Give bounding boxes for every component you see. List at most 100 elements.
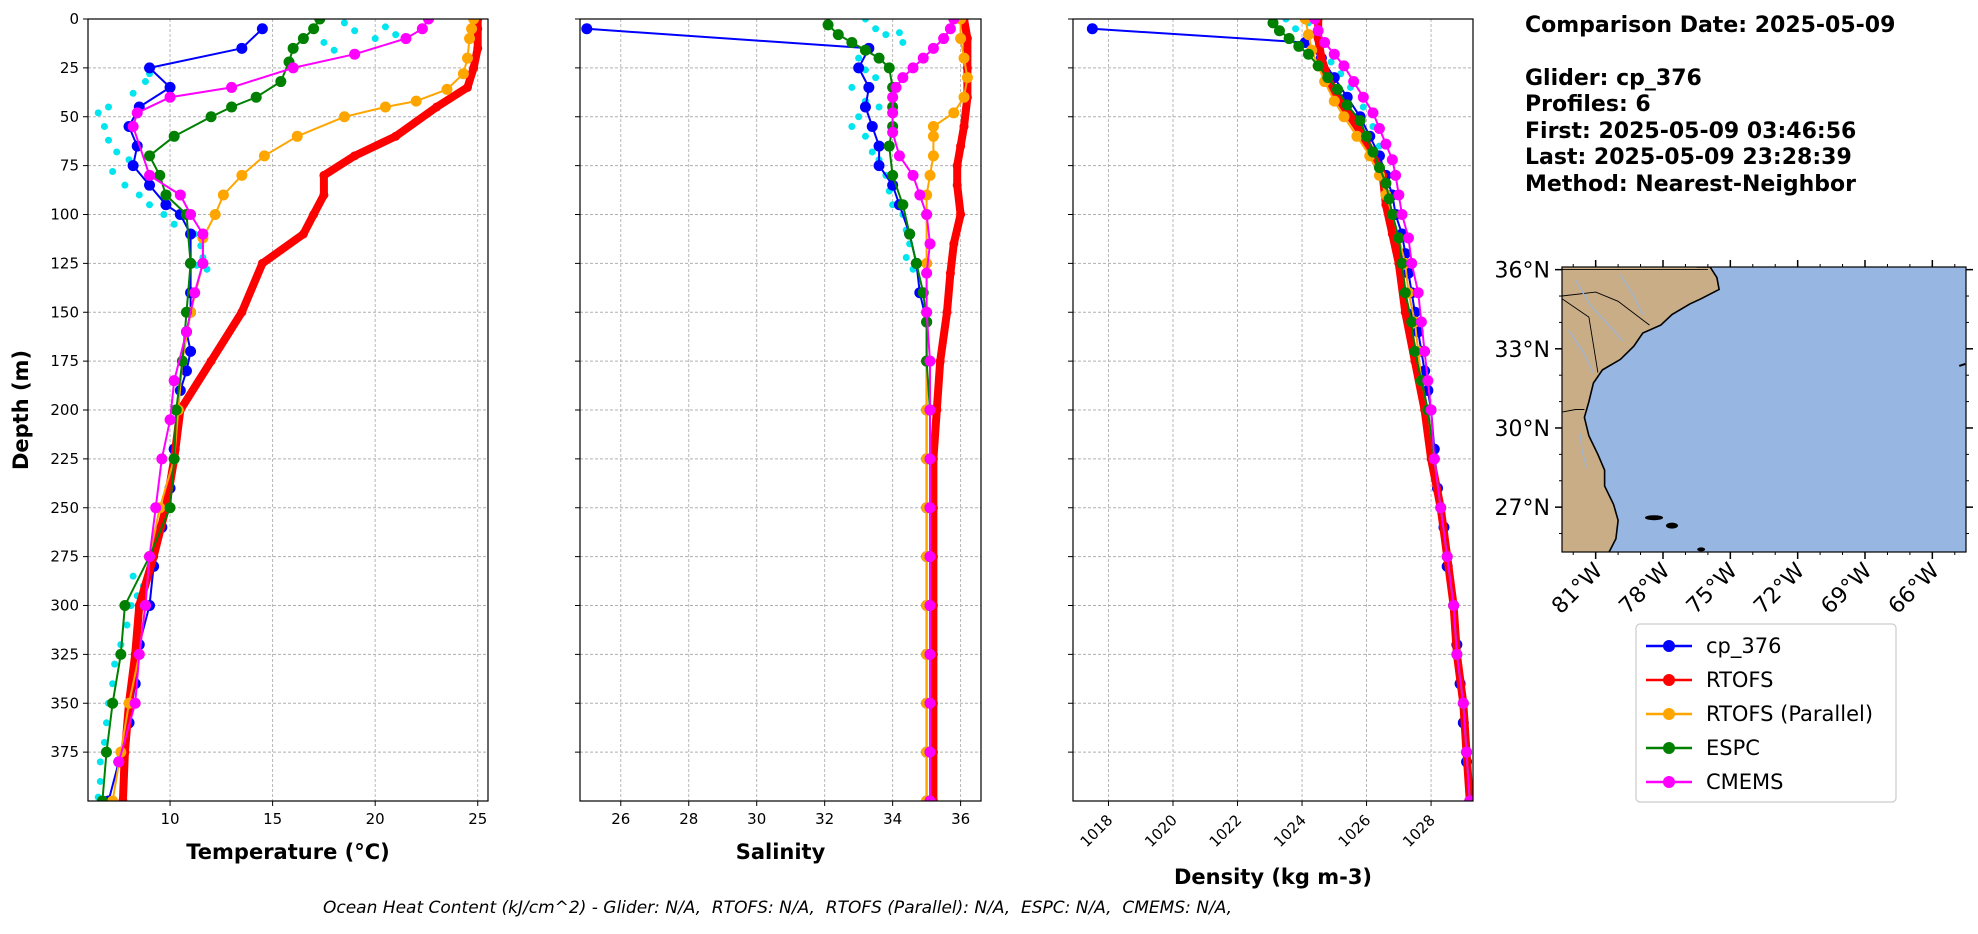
point [1406, 316, 1418, 328]
series-espc [822, 19, 936, 801]
raw-point [899, 38, 907, 46]
point [236, 169, 248, 181]
legend-entry: CMEMS [1646, 770, 1784, 794]
point [423, 19, 435, 25]
point [1390, 169, 1402, 181]
point [1402, 232, 1414, 244]
point [1386, 154, 1398, 166]
y-tick-label: 100 [50, 206, 79, 224]
point [308, 23, 320, 35]
point [297, 33, 309, 45]
point [168, 375, 180, 387]
legend-label: RTOFS [1706, 668, 1773, 692]
point [144, 62, 156, 74]
point [160, 189, 172, 201]
lat-label: 30°N [1495, 417, 1550, 442]
series-line [1092, 27, 1471, 801]
point [133, 648, 145, 660]
land [1562, 267, 1720, 552]
point [1457, 697, 1469, 709]
point [1312, 25, 1324, 37]
point [887, 91, 899, 103]
point [952, 180, 962, 190]
point [349, 48, 361, 60]
point [897, 72, 909, 84]
point [958, 91, 970, 103]
point [237, 307, 247, 317]
x-tick-label: 36 [951, 810, 970, 828]
legend: cp_376 RTOFS RTOFS (Parallel) ESPC CMEMS [1635, 623, 1897, 803]
point [205, 111, 217, 123]
point [1361, 130, 1373, 142]
point [927, 130, 939, 142]
point [873, 140, 885, 152]
point [1415, 316, 1427, 328]
y-tick-label: 325 [50, 645, 79, 663]
island [1697, 547, 1706, 552]
legend-marker [1663, 776, 1675, 788]
glider-name: Glider: cp_376 [1525, 65, 1702, 91]
point [1464, 795, 1473, 801]
x-tick-label: 1024 [1270, 811, 1310, 851]
point [883, 140, 895, 152]
point [209, 209, 221, 220]
island [1664, 558, 1676, 562]
point [924, 453, 936, 465]
point [924, 169, 936, 181]
point [959, 122, 969, 132]
point [927, 121, 939, 133]
y-tick-label: 200 [50, 401, 79, 419]
point [391, 131, 401, 141]
point [1383, 193, 1395, 205]
point [956, 141, 966, 151]
y-tick-label: 250 [50, 499, 79, 517]
raw-point [100, 738, 108, 746]
x-tick-label: 20 [366, 810, 385, 828]
point [1316, 53, 1326, 63]
point [226, 101, 238, 113]
point [1380, 177, 1392, 189]
point [197, 228, 209, 240]
lon-label: 72°W [1749, 558, 1810, 619]
point [924, 746, 936, 758]
point [1380, 138, 1392, 150]
ohc-footer: Ocean Heat Content (kJ/cm^2) - Glider: N… [323, 898, 1233, 918]
point [1367, 146, 1379, 158]
x-tick-label: 1018 [1077, 811, 1117, 851]
point [1267, 19, 1279, 29]
series-group [1086, 19, 1473, 801]
point [1341, 99, 1353, 111]
point [287, 42, 299, 54]
lon-label: 66°W [1884, 558, 1945, 619]
lat-label: 36°N [1495, 259, 1550, 284]
point [170, 404, 182, 416]
point [258, 150, 270, 162]
point [846, 36, 858, 48]
raw-point [113, 148, 121, 156]
raw-point [895, 29, 903, 37]
raw-point [135, 191, 143, 199]
point [168, 130, 180, 142]
point [275, 76, 287, 88]
point [139, 600, 151, 611]
point [127, 160, 139, 172]
point [461, 52, 473, 64]
point [893, 150, 905, 162]
raw-point [121, 181, 129, 189]
point [958, 52, 970, 64]
river [1619, 274, 1644, 315]
point [150, 502, 162, 514]
point [1373, 122, 1385, 134]
point [206, 356, 216, 366]
point [319, 190, 329, 200]
point [168, 453, 180, 465]
raw-point [105, 103, 113, 111]
last-time: Last: 2025-05-09 23:28:39 [1525, 145, 1852, 170]
raw-point [882, 31, 890, 39]
point [131, 107, 143, 119]
point [144, 150, 156, 162]
point [924, 551, 936, 563]
point [379, 101, 391, 113]
point [338, 111, 350, 123]
point [924, 795, 936, 801]
